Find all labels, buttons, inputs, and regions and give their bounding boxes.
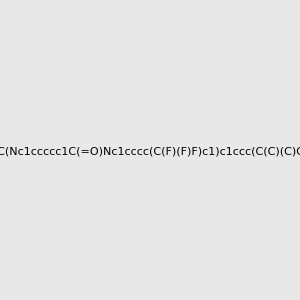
Text: O=C(Nc1ccccc1C(=O)Nc1cccc(C(F)(F)F)c1)c1ccc(C(C)(C)C)cc1: O=C(Nc1ccccc1C(=O)Nc1cccc(C(F)(F)F)c1)c1… bbox=[0, 146, 300, 157]
